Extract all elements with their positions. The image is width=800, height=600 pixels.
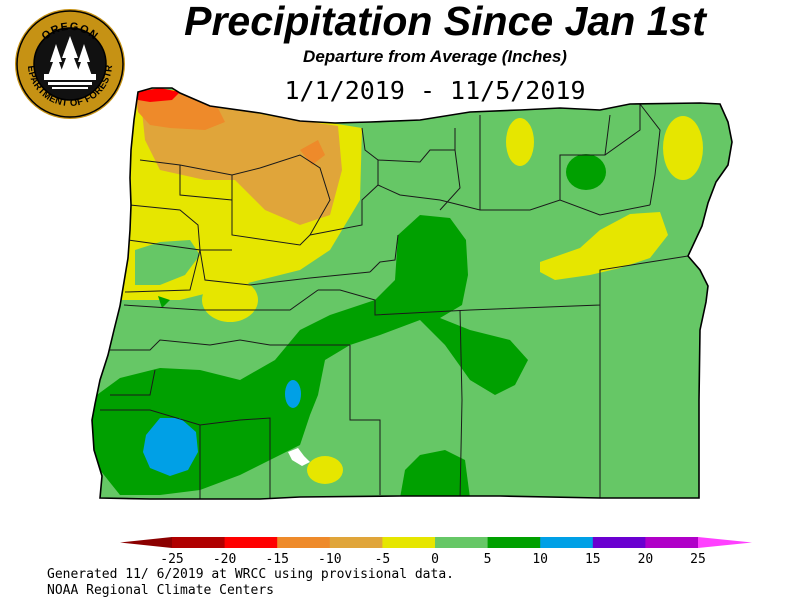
page-title: Precipitation Since Jan 1st: [184, 0, 706, 44]
zone-10-to-15-cascades: [285, 380, 301, 408]
legend-swatch: [645, 537, 699, 548]
legend-tick-label: -25: [160, 552, 183, 567]
legend-tick-label: 10: [532, 552, 548, 567]
zone-minus20-to-minus15: [136, 88, 180, 102]
zone-5-to-10-south: [400, 450, 470, 498]
legend-tick-label: -15: [265, 552, 288, 567]
oregon-department-of-forestry-logo: OREGON DEPARTMENT OF FORESTRY: [14, 8, 125, 119]
legend-arrow-high: [698, 537, 752, 548]
zone-minus5-to-0-willamette: [202, 278, 258, 322]
zone-minus5-to-0-northeast: [663, 116, 703, 180]
legend-tick-label: -5: [375, 552, 391, 567]
legend-tick-label: 5: [484, 552, 492, 567]
legend-swatch: [435, 537, 489, 548]
zone-minus5-to-0-south: [307, 456, 343, 484]
footer-source: NOAA Regional Climate Centers: [47, 583, 274, 598]
legend-swatch: [329, 537, 383, 548]
legend-arrow-low: [120, 537, 172, 548]
tree-icon: [44, 36, 96, 89]
legend-tick-label: 0: [431, 552, 439, 567]
legend-swatch: [487, 537, 541, 548]
legend-tick-label: 20: [638, 552, 654, 567]
zone-minus5-to-0-north: [506, 118, 534, 166]
legend-swatch: [224, 537, 278, 548]
county-boundaries: [100, 103, 689, 499]
zone-minus15-to-minus10-inland: [300, 140, 325, 165]
legend-swatch: [382, 537, 436, 548]
zone-minus5-to-0-east: [540, 212, 668, 280]
legend-tick-label: -20: [213, 552, 236, 567]
zone-10-to-15-southwest: [143, 418, 198, 476]
legend-tick-label: 15: [585, 552, 601, 567]
footer-generated-note: Generated 11/ 6/2019 at WRCC using provi…: [47, 567, 454, 582]
date-range: 1/1/2019 - 11/5/2019: [284, 76, 586, 105]
legend-tick-label: -10: [318, 552, 341, 567]
legend-swatch: [540, 537, 594, 548]
legend-swatch: [172, 537, 226, 548]
legend-swatch: [277, 537, 331, 548]
legend-swatch: [592, 537, 646, 548]
page-subtitle: Departure from Average (Inches): [303, 47, 567, 66]
zone-5-to-10-northeast: [566, 154, 606, 190]
legend-tick-label: 25: [690, 552, 706, 567]
